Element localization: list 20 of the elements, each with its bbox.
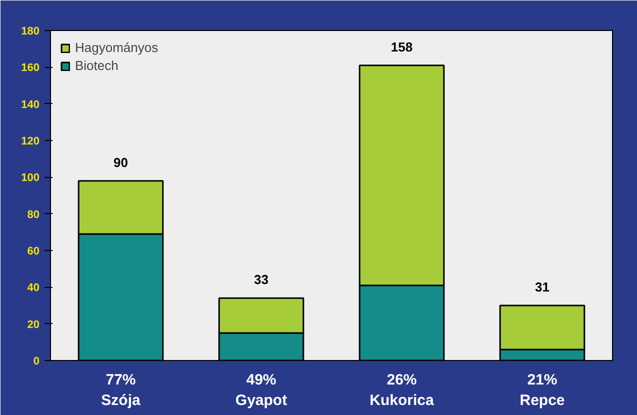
- y-tick-label: 160: [21, 62, 40, 74]
- legend-label: Hagyományos: [75, 40, 158, 55]
- y-tick-label: 0: [33, 356, 40, 368]
- x-tick-label: 26% Kukorica: [370, 372, 434, 409]
- x-tick-label: 49% Gyapot: [235, 372, 288, 409]
- annotation: 90: [114, 154, 128, 170]
- y-tick-label: 60: [27, 246, 40, 258]
- y-tick-label: 100: [21, 172, 40, 184]
- y-tick-label: 80: [27, 208, 40, 221]
- y-tick-label: 20: [27, 318, 40, 331]
- annotation: 31: [535, 280, 550, 294]
- y-tick-label: 40: [27, 282, 40, 294]
- annotation: 158: [390, 39, 413, 54]
- x-tick-label: 77% Szója: [101, 372, 141, 409]
- y-tick-label: 140: [21, 98, 40, 111]
- y-tick-label: 120: [21, 136, 40, 148]
- y-tick-label: 180: [21, 26, 40, 38]
- annotation: 33: [254, 272, 268, 288]
- legend-label: Biotech: [75, 58, 118, 73]
- x-tick-label: 21% Repce: [520, 372, 565, 409]
